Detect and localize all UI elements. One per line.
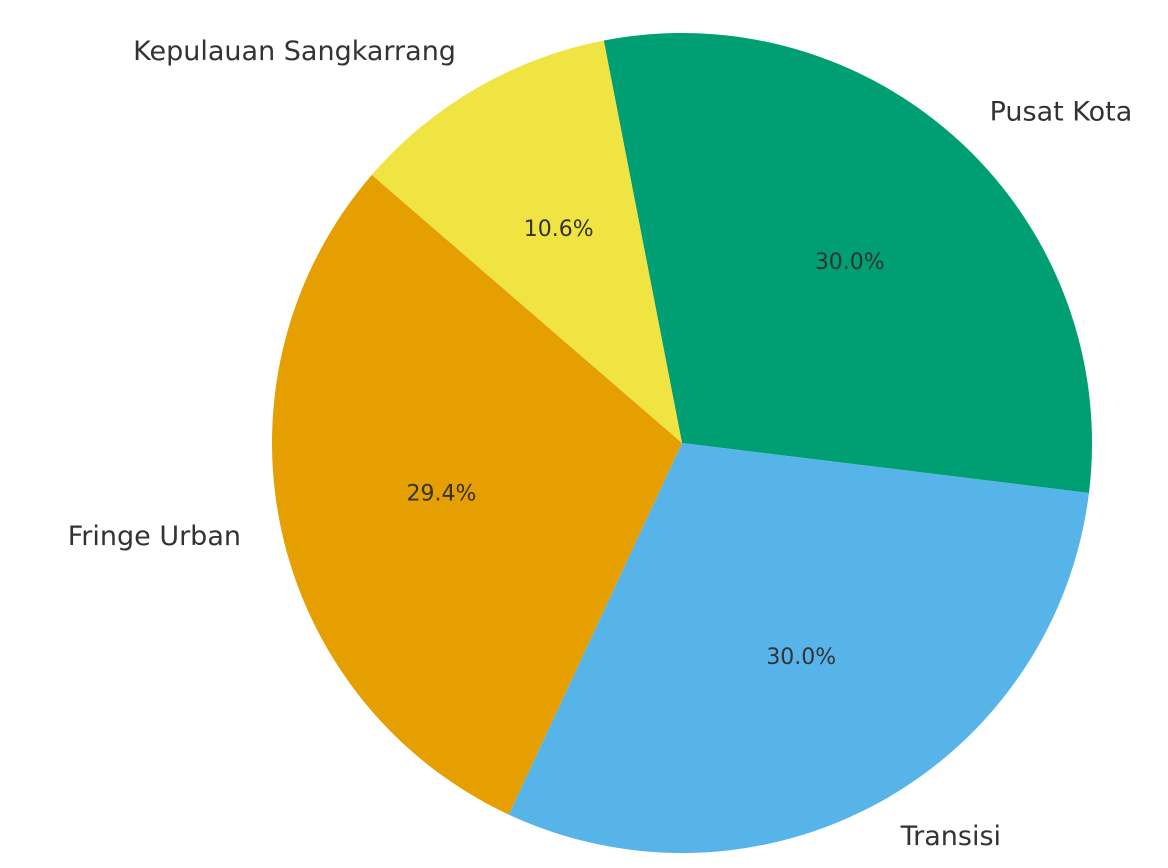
slice-value-label: 30.0%: [766, 645, 836, 670]
slice-label: Pusat Kota: [990, 97, 1133, 128]
slice-label: Fringe Urban: [68, 521, 241, 552]
pie-slice: [371, 40, 682, 443]
slice-value-label: 30.0%: [815, 250, 885, 275]
slice-value-label: 29.4%: [407, 481, 477, 506]
pie-slice: [271, 174, 682, 815]
slice-label: Transisi: [900, 821, 1001, 852]
pie-slice: [603, 32, 1092, 493]
pie-slice: [508, 443, 1089, 853]
slice-label: Kepulauan Sangkarrang: [133, 36, 456, 67]
slice-value-label: 10.6%: [524, 217, 594, 242]
